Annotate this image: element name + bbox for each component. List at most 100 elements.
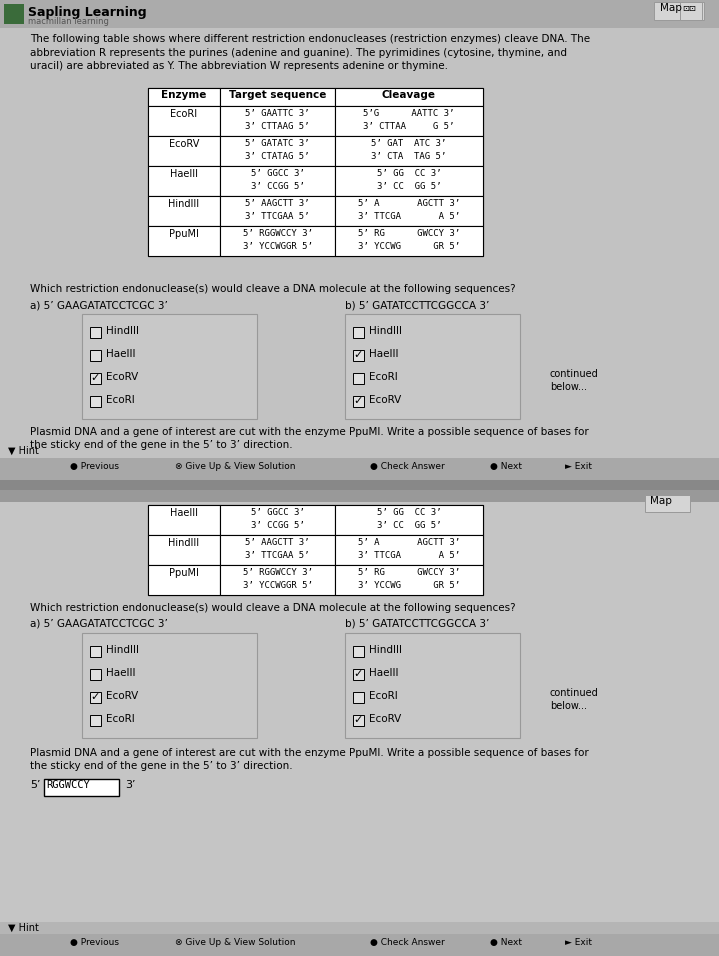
Text: HindIII: HindIII [106, 645, 139, 655]
Bar [148, 88, 483, 256]
Bar [654, 2, 704, 20]
Text: 5’ RGGWCCY 3’
3’ YCCWGGR 5’: 5’ RGGWCCY 3’ 3’ YCCWGGR 5’ [242, 229, 313, 250]
Bar [4, 4, 24, 24]
Bar [220, 196, 335, 226]
Text: HaeIII: HaeIII [369, 668, 398, 678]
Bar [148, 226, 220, 256]
Text: HindIII: HindIII [369, 645, 402, 655]
Text: Which restriction endonuclease(s) would cleave a DNA molecule at the following s: Which restriction endonuclease(s) would … [30, 603, 516, 613]
Text: The following table shows where different restriction endonucleases (restriction: The following table shows where differen… [30, 34, 590, 71]
Bar [220, 505, 335, 535]
Text: Map: Map [660, 3, 682, 13]
Bar [148, 505, 483, 595]
Text: EcoRV: EcoRV [369, 395, 401, 405]
Text: ▼ Hint: ▼ Hint [8, 923, 39, 933]
Text: HaeIII: HaeIII [170, 169, 198, 179]
Bar [335, 106, 483, 136]
Text: ► Exit: ► Exit [565, 462, 592, 471]
Text: ● Check Answer: ● Check Answer [370, 938, 445, 947]
Bar [345, 314, 520, 419]
Bar [148, 136, 220, 166]
Text: PpuMI: PpuMI [169, 229, 199, 239]
Bar [0, 490, 719, 956]
Bar [0, 934, 719, 956]
Text: a) 5’ GAAGATATCCTCGC 3’: a) 5’ GAAGATATCCTCGC 3’ [30, 619, 168, 629]
Text: Plasmid DNA and a gene of interest are cut with the enzyme PpuMI. Write a possib: Plasmid DNA and a gene of interest are c… [30, 427, 589, 437]
Bar [335, 535, 483, 565]
Text: Map: Map [650, 496, 672, 506]
Bar [90, 715, 101, 726]
Text: HaeIII: HaeIII [106, 349, 135, 359]
Bar [148, 505, 220, 535]
Text: EcoRI: EcoRI [106, 395, 134, 405]
Text: HaeIII: HaeIII [369, 349, 398, 359]
Text: ► Exit: ► Exit [565, 938, 592, 947]
Text: RGGWCCY: RGGWCCY [46, 780, 90, 790]
Text: 5’ GG  CC 3’
3’ CC  GG 5’: 5’ GG CC 3’ 3’ CC GG 5’ [377, 169, 441, 190]
Text: EcoRI: EcoRI [369, 372, 398, 382]
Bar [0, 490, 719, 502]
Text: ● Next: ● Next [490, 462, 522, 471]
Text: 5’ AAGCTT 3’
3’ TTCGAA 5’: 5’ AAGCTT 3’ 3’ TTCGAA 5’ [245, 199, 310, 221]
Text: the sticky end of the gene in the 5’ to 3’ direction.: the sticky end of the gene in the 5’ to … [30, 440, 293, 450]
Text: 5’G      AATTC 3’
3’ CTTAA     G 5’: 5’G AATTC 3’ 3’ CTTAA G 5’ [363, 109, 454, 131]
Text: Target sequence: Target sequence [229, 90, 326, 100]
Text: ⊗ Give Up & View Solution: ⊗ Give Up & View Solution [175, 462, 296, 471]
Bar [353, 715, 364, 726]
Bar [335, 136, 483, 166]
Bar [645, 495, 690, 512]
Bar [220, 106, 335, 136]
Bar [335, 226, 483, 256]
Text: ● Check Answer: ● Check Answer [370, 462, 445, 471]
Text: EcoRV: EcoRV [169, 139, 199, 149]
Text: EcoRV: EcoRV [106, 691, 138, 701]
Text: 5’ RG      GWCCY 3’
3’ YCCWG      GR 5’: 5’ RG GWCCY 3’ 3’ YCCWG GR 5’ [358, 229, 460, 250]
Bar [148, 565, 220, 595]
Text: ✓: ✓ [91, 373, 100, 383]
Text: Which restriction endonuclease(s) would cleave a DNA molecule at the following s: Which restriction endonuclease(s) would … [30, 284, 516, 294]
Bar [148, 106, 220, 136]
Text: b) 5’ GATATCCTTCGGCCA 3’: b) 5’ GATATCCTTCGGCCA 3’ [345, 619, 490, 629]
Text: Enzyme: Enzyme [161, 90, 206, 100]
Bar [220, 166, 335, 196]
Text: ● Previous: ● Previous [70, 938, 119, 947]
Text: 5’ GAATTC 3’
3’ CTTAAG 5’: 5’ GAATTC 3’ 3’ CTTAAG 5’ [245, 109, 310, 131]
Bar [148, 535, 220, 565]
Bar [353, 373, 364, 384]
Text: HindIII: HindIII [168, 199, 200, 209]
Bar [353, 692, 364, 703]
Bar [0, 458, 719, 480]
Bar [353, 396, 364, 407]
Text: HaeIII: HaeIII [106, 668, 135, 678]
Bar [90, 373, 101, 384]
Bar [353, 669, 364, 680]
Text: 5’ GATATC 3’
3’ CTATAG 5’: 5’ GATATC 3’ 3’ CTATAG 5’ [245, 139, 310, 161]
Text: ● Next: ● Next [490, 938, 522, 947]
Text: 5’ AAGCTT 3’
3’ TTCGAA 5’: 5’ AAGCTT 3’ 3’ TTCGAA 5’ [245, 538, 310, 559]
Text: ✓: ✓ [91, 692, 100, 702]
Text: a) 5’ GAAGATATCCTCGC 3’: a) 5’ GAAGATATCCTCGC 3’ [30, 300, 168, 310]
Text: EcoRI: EcoRI [369, 691, 398, 701]
Text: b) 5’ GATATCCTTCGGCCA 3’: b) 5’ GATATCCTTCGGCCA 3’ [345, 300, 490, 310]
Bar [335, 505, 483, 535]
Text: 5’ GG  CC 3’
3’ CC  GG 5’: 5’ GG CC 3’ 3’ CC GG 5’ [377, 508, 441, 530]
Bar [90, 669, 101, 680]
Bar [335, 88, 483, 106]
Text: 5’ GGCC 3’
3’ CCGG 5’: 5’ GGCC 3’ 3’ CCGG 5’ [251, 508, 304, 530]
Text: 5’ A       AGCTT 3’
3’ TTCGA       A 5’: 5’ A AGCTT 3’ 3’ TTCGA A 5’ [358, 199, 460, 221]
Bar [90, 646, 101, 657]
Bar [220, 88, 335, 106]
Text: EcoRI: EcoRI [170, 109, 198, 119]
Bar [148, 88, 220, 106]
Bar [335, 166, 483, 196]
Bar [0, 922, 719, 934]
Text: the sticky end of the gene in the 5’ to 3’ direction.: the sticky end of the gene in the 5’ to … [30, 761, 293, 771]
Text: 5’ RG      GWCCY 3’
3’ YCCWG      GR 5’: 5’ RG GWCCY 3’ 3’ YCCWG GR 5’ [358, 568, 460, 590]
Text: Sapling Learning: Sapling Learning [28, 6, 147, 19]
Bar [220, 565, 335, 595]
Text: ▼ Hint: ▼ Hint [8, 446, 39, 456]
Text: HindIII: HindIII [106, 326, 139, 336]
Text: ⊡⊡: ⊡⊡ [682, 4, 696, 13]
Bar [82, 314, 257, 419]
Text: Cleavage: Cleavage [382, 90, 436, 100]
